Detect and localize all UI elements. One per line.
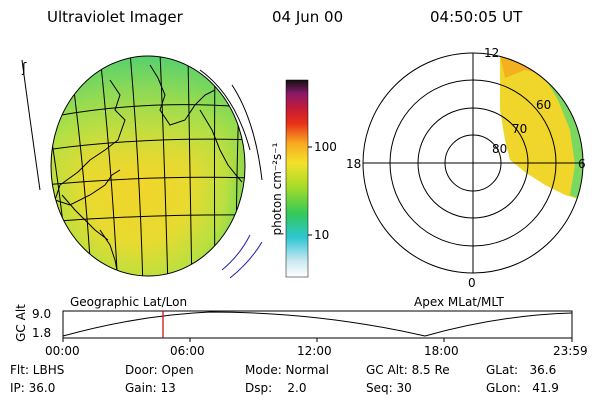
info-gc-alt: GC Alt: 8.5 Re — [366, 363, 450, 377]
altitude-strip — [62, 310, 573, 342]
colorbar-unit-label: photon cm⁻²s⁻¹ — [270, 142, 284, 236]
colorbar — [285, 79, 312, 278]
mlt-label-12: 12 — [484, 46, 500, 60]
mlat-label-80: 80 — [492, 142, 508, 156]
info-door: Door: Open — [125, 363, 194, 377]
mlt-label-18: 18 — [346, 157, 362, 171]
geographic-image: ʃ — [21, 55, 263, 279]
observation-date: 04 Jun 00 — [272, 8, 344, 26]
info-glon: GLon: 41.9 — [486, 381, 559, 395]
x-tick-0600: 06:00 — [170, 344, 205, 358]
colorbar-tick-10: 10 — [314, 228, 330, 242]
info-glat: GLat: 36.6 — [486, 363, 557, 377]
info-mode: Mode: Normal — [245, 363, 329, 377]
mlt-label-6: 6 — [578, 157, 586, 171]
colorbar-tick-100: 100 — [314, 140, 337, 154]
apex-panel-label: Apex MLat/MLT — [414, 295, 504, 309]
geographic-panel-label: Geographic Lat/Lon — [70, 295, 188, 309]
x-tick-0000: 00:00 — [45, 344, 80, 358]
observation-time: 04:50:05 UT — [430, 8, 523, 26]
x-tick-2359: 23:59 — [553, 344, 588, 358]
mlat-label-70: 70 — [512, 122, 528, 136]
info-seq: Seq: 30 — [366, 381, 412, 395]
y-tick-9: 9.0 — [32, 307, 52, 321]
info-gain: Gain: 13 — [125, 381, 176, 395]
mlat-label-60: 60 — [536, 98, 552, 112]
x-tick-1800: 18:00 — [424, 344, 459, 358]
mlt-label-0: 0 — [468, 276, 476, 290]
info-dsp: Dsp: 2.0 — [245, 381, 307, 395]
svg-text:ʃ: ʃ — [21, 61, 27, 76]
gc-alt-axis-label: GC Alt — [14, 304, 28, 342]
x-tick-1200: 12:00 — [297, 344, 332, 358]
image-title: Ultraviolet Imager — [47, 8, 183, 26]
polar-plot — [362, 52, 584, 274]
info-ip: IP: 36.0 — [10, 381, 56, 395]
y-tick-1-8: 1.8 — [32, 326, 52, 340]
info-flt: Flt: LBHS — [10, 363, 65, 377]
